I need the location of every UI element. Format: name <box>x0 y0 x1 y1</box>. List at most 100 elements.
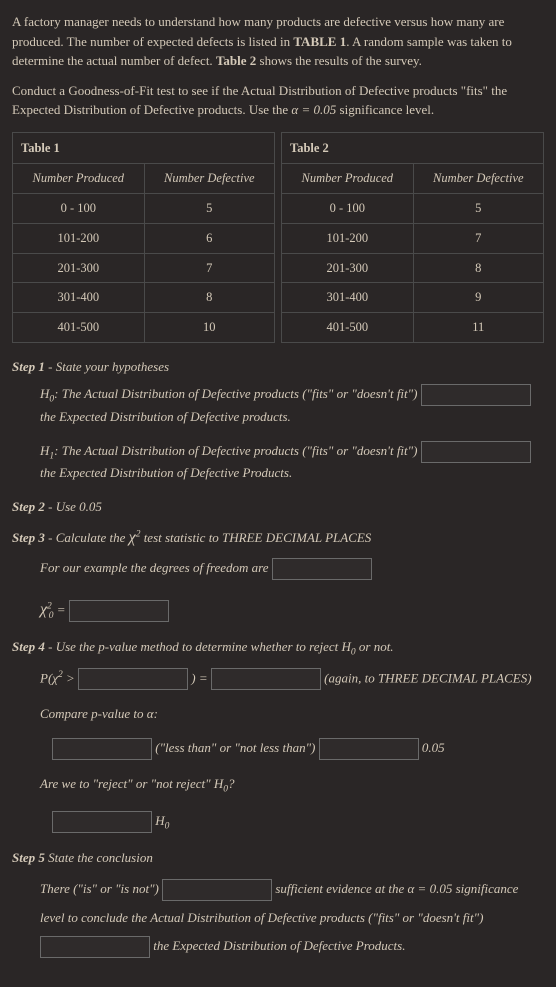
h0-tail: the Expected Distribution of Defective p… <box>40 409 291 424</box>
pvalue-line: P(χ2 > ) = (again, to THREE DECIMAL PLAC… <box>12 668 544 690</box>
lessthan-input[interactable] <box>319 738 419 760</box>
pvalue-input[interactable] <box>211 668 321 690</box>
table-cell: 401-500 <box>13 313 145 343</box>
table-row: 101-2006 <box>13 223 275 253</box>
table1-ref: TABLE 1 <box>293 34 346 49</box>
table-cell: 401-500 <box>282 313 414 343</box>
reject-text: Are we to "reject" or "not reject" H <box>40 776 223 791</box>
table-cell: 7 <box>144 253 274 283</box>
table1-h1: Number Defective <box>144 164 274 194</box>
reject-q: ? <box>228 776 235 791</box>
is-isnot-input[interactable] <box>162 879 272 901</box>
step-txt: or not. <box>356 639 394 654</box>
h1-label: H <box>40 443 49 458</box>
step-txt: test statistic to THREE DECIMAL PLACES <box>140 530 371 545</box>
chi2-line: χ20 = <box>12 598 544 623</box>
intro-p2: Conduct a Goodness-of-Fit test to see if… <box>12 81 544 120</box>
step-num: Step 2 <box>12 499 45 514</box>
alpha-eq: α = 0.05 <box>407 881 452 896</box>
compare-line: ("less than" or "not less than") 0.05 <box>12 738 544 760</box>
h0-line: H0: The Actual Distribution of Defective… <box>12 384 544 426</box>
table-cell: 9 <box>413 283 543 313</box>
reject-input[interactable] <box>52 811 152 833</box>
intro-text: significance level. <box>336 102 434 117</box>
pvalue-chi-input[interactable] <box>78 668 188 690</box>
h1-text: : The Actual Distribution of Defective p… <box>54 443 417 458</box>
compare-label: Compare p-value to α: <box>12 704 544 724</box>
table-cell: 101-200 <box>13 223 145 253</box>
step4-header: Step 4 - Use the p-value method to deter… <box>12 637 544 660</box>
pvalue-compare-input[interactable] <box>52 738 152 760</box>
concl-text: There ("is" or "is not") <box>40 881 162 896</box>
intro-text: shows the results of the survey. <box>256 53 422 68</box>
table-cell: 0 - 100 <box>282 194 414 224</box>
table-cell: 0 - 100 <box>13 194 145 224</box>
step3-header: Step 3 - Calculate the χ2 test statistic… <box>12 526 544 550</box>
h0-input[interactable] <box>421 384 531 406</box>
p-close: ) = <box>191 670 211 685</box>
table1: Table 1 Number Produced Number Defective… <box>12 132 275 343</box>
step5-header: Step 5 State the conclusion <box>12 848 544 868</box>
step-num: Step 3 <box>12 530 45 545</box>
intro-p1: A factory manager needs to understand ho… <box>12 12 544 71</box>
table-row: 0 - 1005 <box>13 194 275 224</box>
table2-h0: Number Produced <box>282 164 414 194</box>
table2-ref: Table 2 <box>216 53 256 68</box>
table-cell: 11 <box>413 313 543 343</box>
h1-line: H1: The Actual Distribution of Defective… <box>12 441 544 483</box>
dof-text: For our example the degrees of freedom a… <box>40 560 272 575</box>
step-num: Step 5 <box>12 850 45 865</box>
p-note: (again, to THREE DECIMAL PLACES) <box>324 670 531 685</box>
h0-text: : The Actual Distribution of Defective p… <box>54 386 417 401</box>
chi2-input[interactable] <box>69 600 169 622</box>
table-cell: 8 <box>413 253 543 283</box>
table1-wrap: Table 1 Number Produced Number Defective… <box>12 132 275 343</box>
table-row: 0 - 1005 <box>282 194 544 224</box>
table2-h1: Number Defective <box>413 164 543 194</box>
table1-caption: Table 1 <box>12 132 275 164</box>
table-row: 201-3008 <box>282 253 544 283</box>
table-cell: 6 <box>144 223 274 253</box>
step-txt: - State your hypotheses <box>45 359 169 374</box>
compare-text: Compare p-value to α: <box>40 706 158 721</box>
table-row: 301-4008 <box>13 283 275 313</box>
table2-wrap: Table 2 Number Produced Number Defective… <box>281 132 544 343</box>
step1-header: Step 1 - State your hypotheses <box>12 357 544 377</box>
h0-label: H <box>40 386 49 401</box>
h1-input[interactable] <box>421 441 531 463</box>
p-gt: > <box>63 670 78 685</box>
table-row: 101-2007 <box>282 223 544 253</box>
table-row: 301-4009 <box>282 283 544 313</box>
table-cell: 7 <box>413 223 543 253</box>
step-txt: - Use the p-value method to determine wh… <box>45 639 351 654</box>
h0-trail-sub: 0 <box>165 821 170 831</box>
table-row: 201-3007 <box>13 253 275 283</box>
table2-caption: Table 2 <box>281 132 544 164</box>
dof-line: For our example the degrees of freedom a… <box>12 558 544 580</box>
h0-trail: H <box>155 813 164 828</box>
dof-input[interactable] <box>272 558 372 580</box>
step-txt: - Calculate the <box>45 530 129 545</box>
table2: Table 2 Number Produced Number Defective… <box>281 132 544 343</box>
concl-text: the Expected Distribution of Defective P… <box>153 938 405 953</box>
fits-input[interactable] <box>40 936 150 958</box>
less-text: ("less than" or "not less than") <box>155 740 318 755</box>
table-cell: 101-200 <box>282 223 414 253</box>
table-cell: 201-300 <box>282 253 414 283</box>
conclusion-line: There ("is" or "is not") sufficient evid… <box>12 875 544 961</box>
table-row: 401-50011 <box>282 313 544 343</box>
table1-h0: Number Produced <box>13 164 145 194</box>
table-cell: 8 <box>144 283 274 313</box>
table-cell: 301-400 <box>13 283 145 313</box>
alpha-eq: α = 0.05 <box>291 102 336 117</box>
concl-text: sufficient evidence at the <box>275 881 407 896</box>
table-cell: 5 <box>144 194 274 224</box>
table-row: 401-50010 <box>13 313 275 343</box>
tables-row: Table 1 Number Produced Number Defective… <box>12 132 544 343</box>
table-cell: 10 <box>144 313 274 343</box>
reject-question: Are we to "reject" or "not reject" H0? <box>12 774 544 797</box>
step-num: Step 1 <box>12 359 45 374</box>
val005: 0.05 <box>422 740 445 755</box>
step-num: Step 4 <box>12 639 45 654</box>
chi2-sym: χ <box>40 601 47 618</box>
